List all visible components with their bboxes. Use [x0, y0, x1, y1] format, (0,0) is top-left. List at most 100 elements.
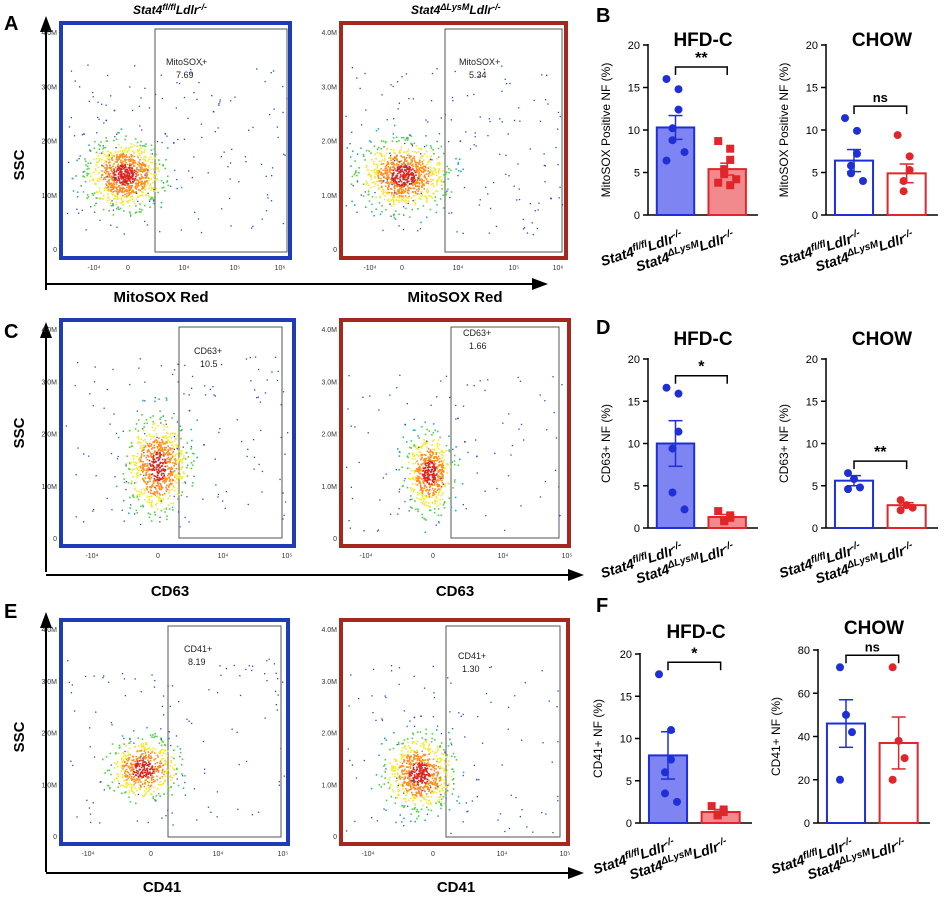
flow-event-dot	[143, 766, 145, 768]
flow-event-dot	[104, 159, 107, 162]
flow-event-dot	[111, 186, 114, 188]
flow-event-dot	[157, 766, 159, 768]
flow-event-dot	[138, 469, 140, 471]
flow-event-dot	[420, 173, 422, 176]
flow-event-dot	[102, 165, 105, 168]
flow-event-dot	[151, 483, 154, 486]
flow-event-dot	[419, 482, 421, 484]
flow-event-dot	[431, 173, 433, 176]
flow-event-dot	[144, 163, 147, 166]
flow-event-dot	[394, 191, 396, 193]
flow-event-dot	[445, 171, 448, 174]
flow-event-dot	[149, 196, 152, 198]
flow-event-dot	[420, 454, 422, 457]
flow-event-dot	[136, 496, 139, 498]
flow-event-dot	[399, 192, 402, 194]
gate-label: MitoSOX+	[459, 57, 500, 67]
flow-event-dot	[399, 753, 402, 756]
flow-event-dot	[407, 202, 409, 205]
flow-event-dot	[93, 508, 95, 511]
flow-event-dot	[413, 782, 415, 785]
flow-xtick-label: 10⁴	[498, 553, 509, 560]
flow-event-dot	[438, 133, 441, 135]
flow-event-dot	[414, 446, 417, 449]
flow-event-dot	[190, 446, 193, 448]
flow-ytick-label: 2.0M	[41, 139, 57, 146]
flow-event-dot	[266, 680, 268, 682]
flow-event-dot	[381, 94, 383, 96]
flow-event-dot	[184, 364, 186, 367]
flow-event-dot	[408, 165, 410, 168]
flow-event-dot	[141, 164, 143, 166]
flow-event-dot	[147, 467, 150, 469]
flow-event-dot	[402, 754, 404, 756]
flow-event-dot	[417, 181, 419, 184]
flow-event-dot	[387, 188, 390, 191]
flow-event-dot	[437, 747, 439, 750]
flow-event-dot	[438, 470, 441, 473]
flow-event-dot	[136, 192, 139, 195]
flow-event-dot	[251, 227, 253, 229]
flow-event-dot	[390, 84, 392, 86]
flow-event-dot	[411, 173, 413, 176]
flow-event-dot	[214, 458, 216, 460]
flow-event-dot	[172, 485, 175, 487]
flow-event-dot	[113, 177, 116, 180]
flow-event-dot	[139, 144, 142, 147]
flow-event-dot	[398, 213, 400, 216]
flow-event-dot	[85, 164, 87, 166]
flow-event-dot	[125, 463, 127, 466]
flow-event-dot	[417, 781, 419, 784]
flow-event-dot	[131, 198, 134, 200]
flow-event-dot	[390, 159, 392, 162]
flow-event-dot	[150, 772, 153, 775]
flow-event-dot	[115, 432, 118, 435]
flow-event-dot	[517, 163, 519, 165]
flow-event-dot	[379, 153, 382, 155]
flow-event-dot	[451, 793, 454, 795]
flow-event-dot	[190, 467, 193, 470]
flow-event-dot	[284, 501, 287, 503]
flow-event-dot	[418, 437, 420, 439]
flow-event-dot	[153, 770, 156, 772]
flow-event-dot	[389, 394, 391, 396]
flow-event-dot	[421, 161, 424, 163]
flow-event-dot	[140, 766, 143, 769]
flow-event-dot	[411, 791, 413, 794]
flow-event-dot	[143, 422, 146, 425]
flow-event-dot	[157, 471, 160, 474]
flow-event-dot	[154, 491, 156, 494]
flow-event-dot	[459, 140, 462, 142]
flow-event-dot	[421, 155, 423, 157]
flow-event-dot	[411, 783, 414, 785]
flow-event-dot	[118, 132, 120, 134]
flow-event-dot	[138, 776, 140, 778]
flow-event-dot	[220, 364, 223, 366]
flow-event-dot	[119, 154, 122, 157]
flow-event-dot	[148, 499, 150, 502]
flow-event-dot	[384, 165, 387, 168]
flow-event-dot	[127, 194, 130, 197]
flow-event-dot	[391, 765, 393, 767]
flow-event-dot	[94, 366, 96, 368]
flow-event-dot	[143, 151, 145, 153]
flow-event-dot	[158, 437, 160, 439]
flow-event-dot	[89, 149, 91, 151]
flow-event-dot	[442, 475, 444, 477]
flow-event-dot	[452, 448, 454, 450]
flow-event-dot	[130, 776, 133, 778]
flow-event-dot	[440, 798, 443, 801]
flow-event-dot	[136, 172, 138, 174]
flow-event-dot	[112, 165, 114, 167]
flow-event-dot	[105, 756, 108, 758]
flow-event-dot	[186, 718, 188, 720]
flow-event-dot	[363, 155, 365, 158]
flow-event-dot	[144, 465, 146, 467]
flow-event-dot	[139, 775, 142, 778]
flow-event-dot	[397, 192, 400, 195]
flow-event-dot	[434, 503, 437, 505]
flow-event-dot	[108, 787, 111, 790]
flow-event-dot	[150, 520, 153, 522]
flow-event-dot	[418, 759, 421, 761]
flow-event-dot	[442, 467, 444, 469]
